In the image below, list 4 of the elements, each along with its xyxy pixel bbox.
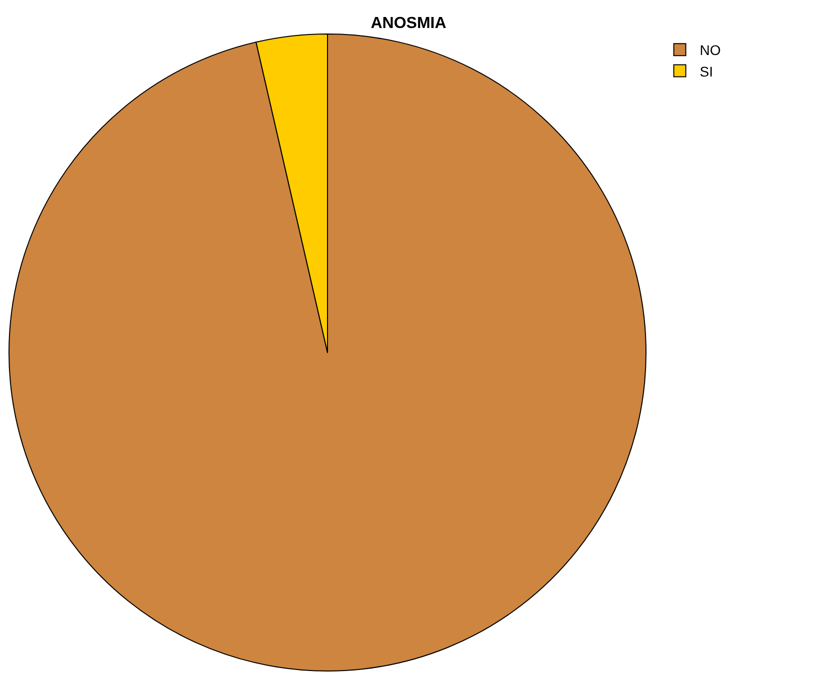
legend-label: NO xyxy=(700,42,721,58)
pie-slice xyxy=(8,34,646,672)
legend-label: SI xyxy=(700,63,714,80)
chart-title: ANOSMIA xyxy=(370,15,447,32)
